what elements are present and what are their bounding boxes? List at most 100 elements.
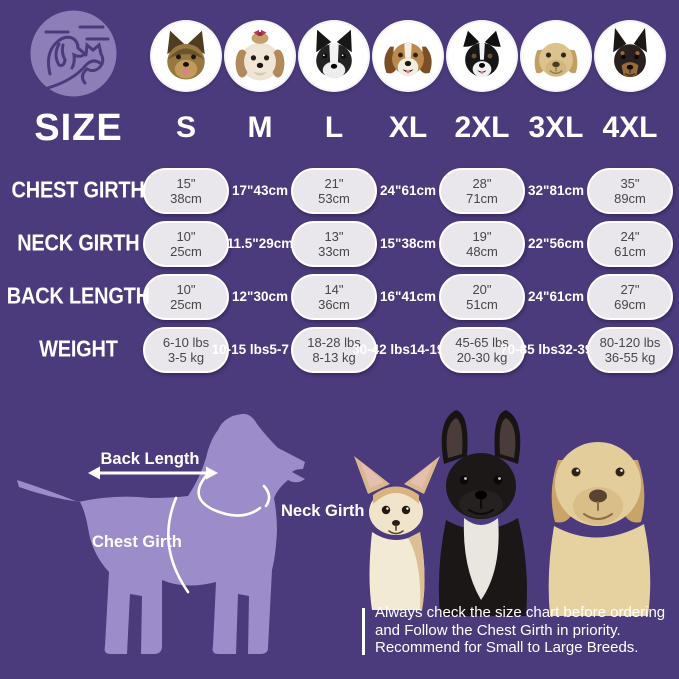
value-pill-1-2XL: 19" 48cm bbox=[439, 220, 525, 267]
size-header-S: S bbox=[175, 111, 196, 144]
value-line-2: 41cm bbox=[401, 288, 436, 304]
value-line-2: 69cm bbox=[614, 296, 646, 312]
value-line-1: 35" bbox=[620, 175, 640, 191]
value-cell-0-L: 21" 53cm bbox=[291, 167, 377, 214]
breed-photo-cell-4XL bbox=[593, 22, 667, 90]
value-line-1: 24" bbox=[380, 182, 402, 198]
labrador-photo bbox=[548, 442, 651, 616]
value-line-1: 19" bbox=[472, 228, 492, 244]
breed-photo-cell-3XL bbox=[519, 22, 593, 90]
value-pill-2-L: 14" 36cm bbox=[291, 273, 377, 320]
value-cell-1-L: 13" 33cm bbox=[291, 220, 377, 267]
value-line-1: 10" bbox=[176, 281, 196, 297]
value-cell-3-S: 6-10 lbs 3-5 kg bbox=[143, 326, 229, 373]
value-cell-0-2XL: 28" 71cm bbox=[439, 167, 525, 214]
value-cell-2-XL: 16"41cm bbox=[371, 288, 445, 306]
value-line-1: 10" bbox=[176, 228, 196, 244]
labrador-icon bbox=[534, 42, 578, 77]
value-cell-1-S: 10" 25cm bbox=[143, 220, 229, 267]
border-collie-icon bbox=[463, 30, 501, 78]
value-line-1: 80-120 lbs bbox=[599, 334, 661, 350]
value-line-1: 18-28 lbs bbox=[307, 334, 361, 350]
size-header-row: SIZE S M L XL 2XL 3XL 4XL bbox=[8, 100, 671, 156]
value-cell-1-4XL: 24" 61cm bbox=[587, 220, 673, 267]
value-line-1: 30-42 lbs bbox=[352, 341, 410, 357]
value-line-1: 16" bbox=[380, 288, 402, 304]
doberman-icon bbox=[613, 27, 647, 78]
value-cell-0-4XL: 35" 89cm bbox=[587, 167, 673, 214]
size-title-cell: SIZE bbox=[8, 107, 149, 150]
value-line-2: 33cm bbox=[318, 243, 350, 259]
value-cell-2-S: 10" 25cm bbox=[143, 273, 229, 320]
value-cell-2-2XL: 20" 51cm bbox=[439, 273, 525, 320]
back-length-label: Back Length bbox=[100, 450, 200, 468]
value-line-2: 56cm bbox=[549, 235, 584, 251]
note-text: Always check the size chart before order… bbox=[375, 604, 674, 657]
dog-silhouette-icon bbox=[17, 413, 305, 654]
value-line-1: 15" bbox=[176, 175, 196, 191]
value-pill-3-L: 18-28 lbs 8-13 kg bbox=[291, 326, 377, 373]
value-line-2: 20-30 kg bbox=[456, 349, 508, 365]
value-line-1: 6-10 lbs bbox=[162, 334, 210, 350]
value-line-1: 13" bbox=[324, 228, 344, 244]
value-line-1: 32" bbox=[528, 182, 550, 198]
value-line-2: 36-55 kg bbox=[604, 349, 656, 365]
measure-row-0: CHEST GIRTH 15" 38cm 17"43cm 21" 53cm 24"61cm 2… bbox=[8, 164, 673, 217]
brand-logo bbox=[30, 10, 117, 97]
value-text-2-XL: 16"41cm bbox=[380, 288, 436, 306]
value-line-1: 20" bbox=[472, 281, 492, 297]
value-pill-2-S: 10" 25cm bbox=[143, 273, 229, 320]
value-line-2: 43cm bbox=[253, 182, 288, 198]
value-line-1: 70-85 lbs bbox=[500, 341, 558, 357]
breed-photo-labrador bbox=[522, 22, 590, 90]
breed-photo-boston-terrier bbox=[300, 22, 368, 90]
value-pill-3-2XL: 45-65 lbs 20-30 kg bbox=[439, 326, 525, 373]
value-line-2: 38cm bbox=[401, 235, 436, 251]
value-cell-2-M: 12"30cm bbox=[223, 288, 297, 306]
row-label-cell-0: CHEST GIRTH bbox=[8, 177, 149, 203]
breed-photo-cell-2XL bbox=[445, 22, 519, 90]
note-line-3: Recommend for Small to Large Breeds. bbox=[375, 639, 639, 656]
size-header-cell-M: M bbox=[223, 111, 297, 145]
value-pill-1-L: 13" 33cm bbox=[291, 220, 377, 267]
beagle-icon bbox=[384, 42, 432, 77]
value-line-2: 48cm bbox=[466, 243, 498, 259]
value-line-1: 27" bbox=[620, 281, 640, 297]
size-header-3XL: 3XL bbox=[528, 111, 584, 144]
value-line-2: 71cm bbox=[466, 190, 498, 206]
row-label-2: BACK LENGTH bbox=[6, 283, 151, 309]
shih-tzu-icon bbox=[235, 29, 285, 81]
value-line-2: 8-13 kg bbox=[312, 349, 356, 365]
value-cell-3-XL: 30-42 lbs14-19 kg bbox=[352, 341, 464, 359]
value-line-2: 51cm bbox=[466, 296, 498, 312]
size-header-L: L bbox=[324, 111, 344, 144]
value-text-0-3XL: 32"81cm bbox=[528, 182, 584, 200]
value-text-0-XL: 24"61cm bbox=[380, 182, 436, 200]
size-note: Always check the size chart before order… bbox=[362, 604, 674, 657]
measure-row-3: WEIGHT 6-10 lbs 3-5 kg 10-15 lbs5-7 kg 18-28… bbox=[8, 323, 673, 376]
size-header-4XL: 4XL bbox=[602, 111, 658, 144]
value-pill-1-4XL: 24" 61cm bbox=[587, 220, 673, 267]
breed-photo-shih-tzu bbox=[226, 22, 294, 90]
size-header-cell-4XL: 4XL bbox=[593, 111, 667, 145]
value-cell-3-3XL: 70-85 lbs32-39 kg bbox=[500, 341, 612, 359]
value-pill-0-L: 21" 53cm bbox=[291, 167, 377, 214]
row-label-0: CHEST GIRTH bbox=[11, 177, 146, 203]
measure-row-1: NECK GIRTH 10" 25cm 11.5"29cm 13" 33cm 15"38cm… bbox=[8, 217, 673, 270]
value-line-1: 17" bbox=[232, 182, 254, 198]
value-text-2-M: 12"30cm bbox=[232, 288, 288, 306]
value-cell-2-4XL: 27" 69cm bbox=[587, 273, 673, 320]
breed-photo-yorkshire-terrier bbox=[152, 22, 220, 90]
measure-row-2: BACK LENGTH 10" 25cm 12"30cm 14" 36cm 16"41cm 2… bbox=[6, 270, 673, 323]
size-header-XL: XL bbox=[388, 111, 428, 144]
value-cell-3-M: 10-15 lbs5-7 kg bbox=[212, 341, 309, 359]
value-text-1-3XL: 22"56cm bbox=[528, 235, 584, 253]
value-pill-1-S: 10" 25cm bbox=[143, 220, 229, 267]
row-label-cell-1: NECK GIRTH bbox=[8, 230, 149, 256]
row-label-3: WEIGHT bbox=[39, 336, 118, 362]
value-line-1: 22" bbox=[528, 235, 550, 251]
dogs-photo-illustration bbox=[348, 398, 679, 616]
french-bulldog-photo bbox=[438, 410, 527, 616]
measuring-diagram bbox=[10, 408, 355, 668]
value-cell-1-2XL: 19" 48cm bbox=[439, 220, 525, 267]
